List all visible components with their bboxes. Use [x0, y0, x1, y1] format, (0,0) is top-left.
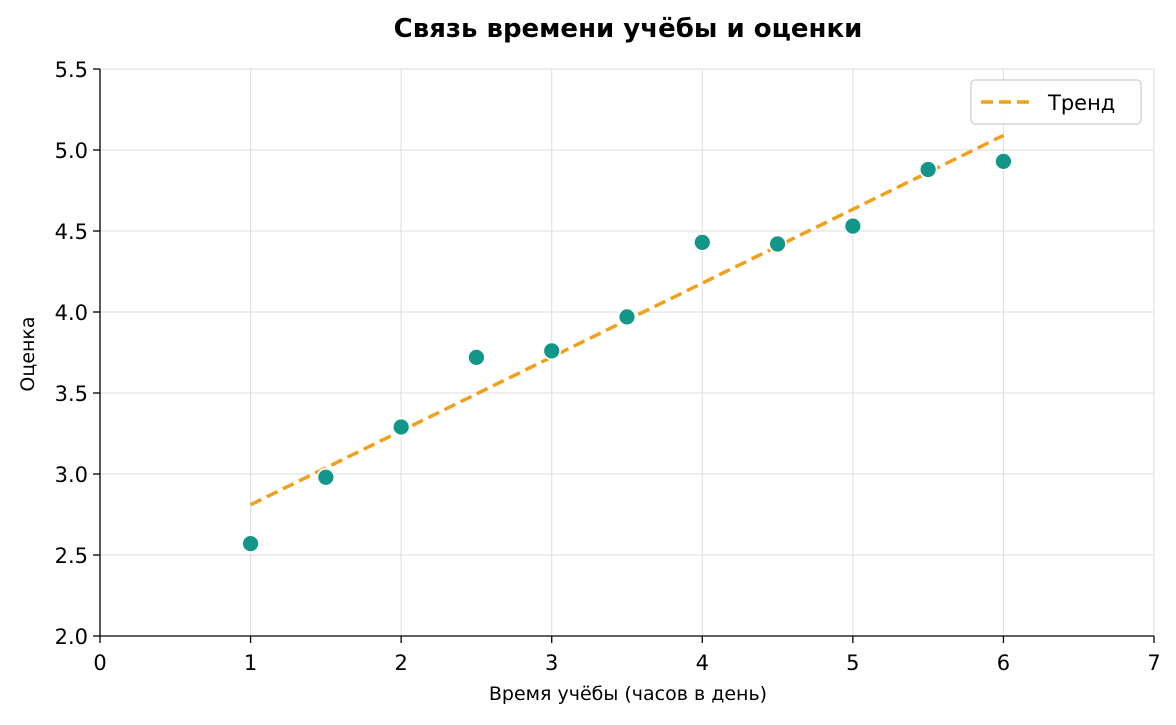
- scatter-point: [843, 216, 863, 236]
- scatter-point: [994, 151, 1013, 171]
- scatter-point: [391, 417, 411, 437]
- x-axis-label: Время учёбы (часов в день): [489, 683, 767, 705]
- scatter-point: [241, 534, 260, 554]
- y-axis-ticks: 2.0 2.5 3.0 3.5 4.0 4.5 5.0 5.5: [55, 58, 100, 649]
- x-axis-ticks: 0 1 2 3 4 5 6 7: [93, 636, 1161, 675]
- y-tick-label: 4.5: [55, 220, 88, 244]
- axes: [99, 69, 1154, 637]
- scatter-point: [316, 467, 336, 487]
- y-tick-label: 3.0: [55, 463, 88, 487]
- scatter-point: [918, 160, 938, 179]
- scatter-point: [617, 307, 637, 327]
- x-tick-label: 6: [997, 651, 1010, 675]
- x-tick-label: 1: [244, 651, 257, 675]
- scatter-point: [542, 341, 562, 361]
- y-tick-label: 2.5: [55, 544, 88, 568]
- x-tick-label: 4: [696, 651, 709, 675]
- x-tick-label: 5: [846, 651, 859, 675]
- scatter-point: [467, 347, 486, 367]
- y-axis-label: Оценка: [17, 316, 39, 391]
- scatter-point: [768, 234, 787, 254]
- x-tick-label: 7: [1147, 651, 1160, 675]
- y-tick-label: 5.0: [55, 139, 88, 163]
- y-tick-label: 3.5: [55, 382, 88, 406]
- grid: [99, 68, 1155, 637]
- plot-series: [241, 133, 1013, 554]
- x-tick-label: 2: [394, 651, 407, 675]
- legend-box: [970, 79, 1142, 125]
- scatter-point: [692, 232, 712, 252]
- y-tick-label: 2.0: [55, 625, 88, 649]
- legend-trend-label: Тренд: [1047, 91, 1115, 115]
- chart-title: Связь времени учёбы и оценки: [394, 14, 863, 44]
- legend: Тренд: [970, 79, 1142, 125]
- y-tick-label: 5.5: [55, 58, 88, 82]
- x-tick-label: 3: [545, 651, 558, 675]
- y-tick-label: 4.0: [55, 301, 88, 325]
- x-tick-label: 0: [93, 651, 106, 675]
